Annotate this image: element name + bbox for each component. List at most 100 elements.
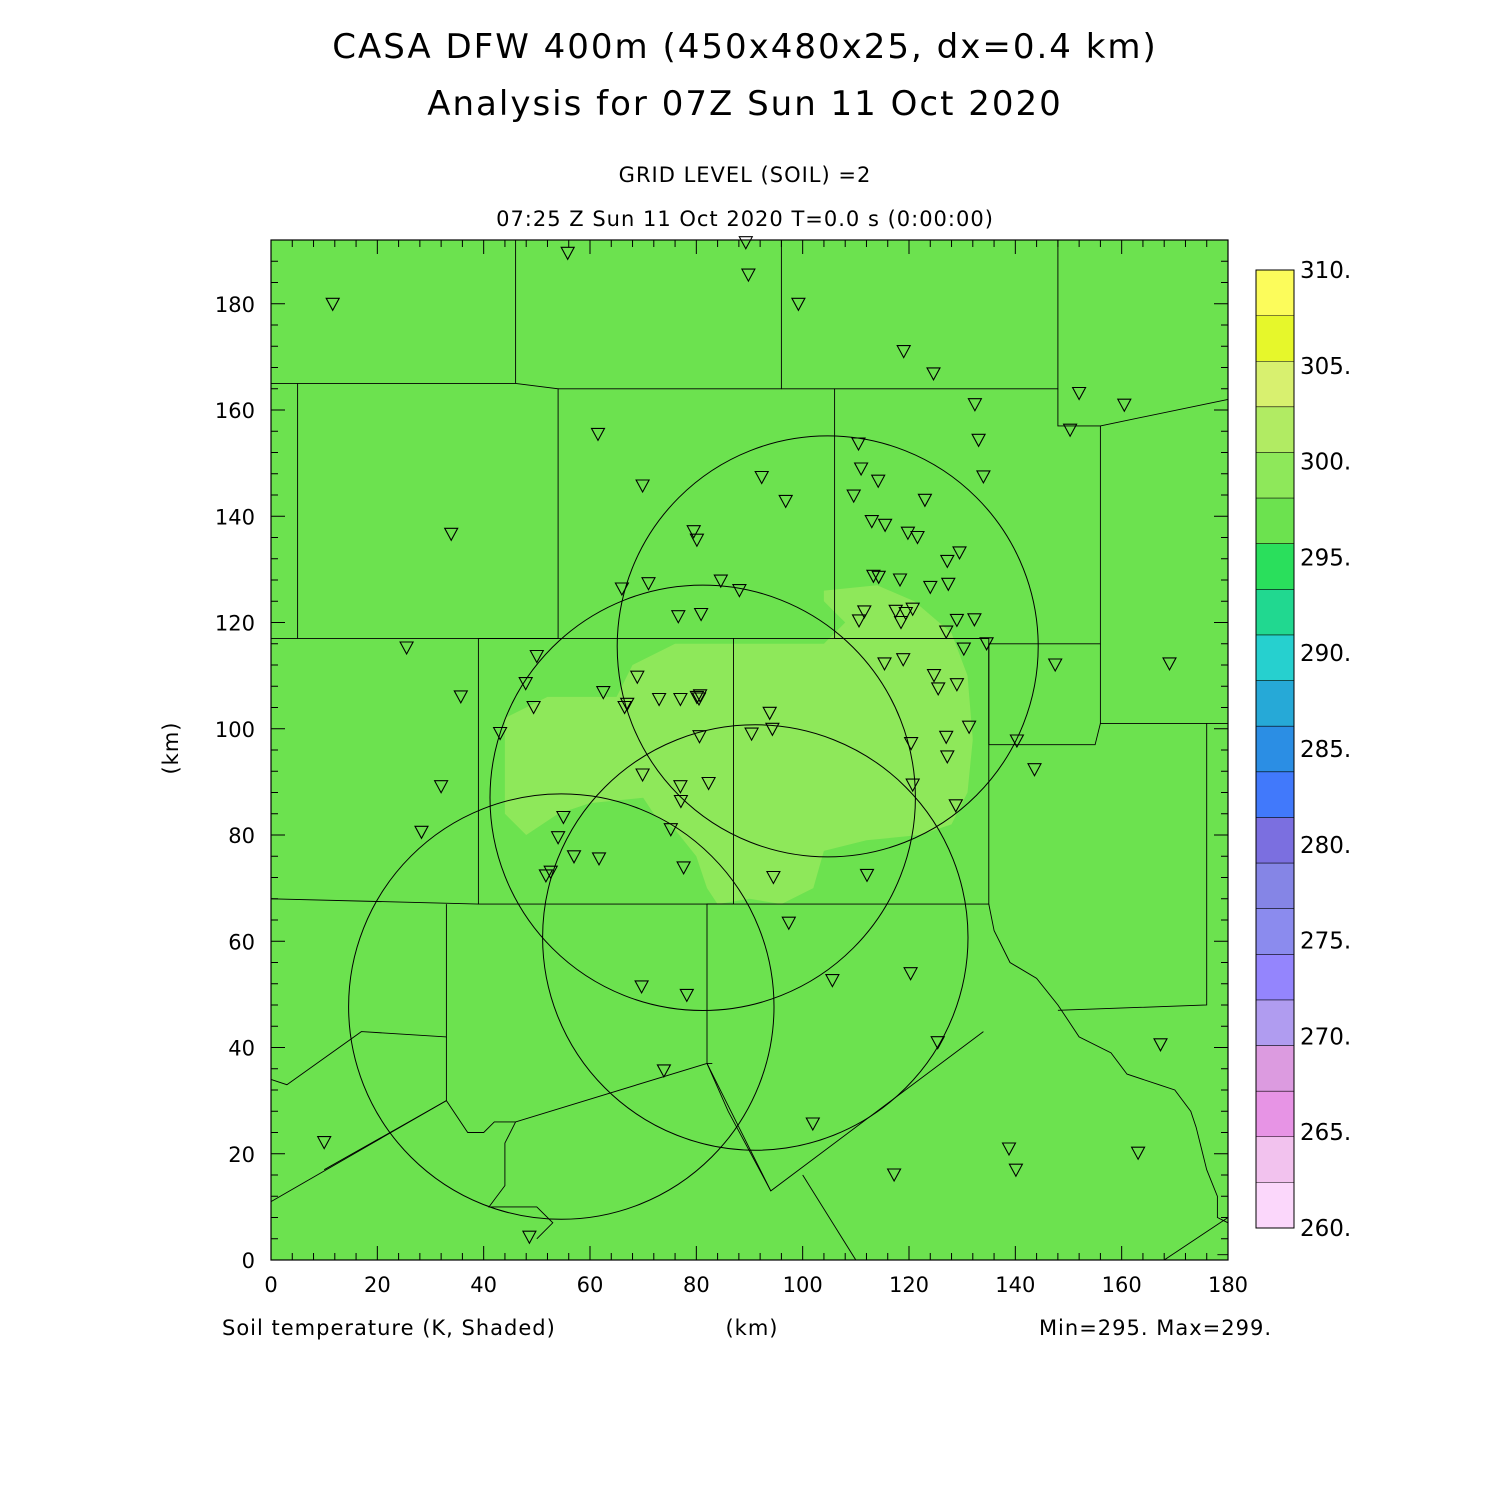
station-marker [903,737,919,751]
county-boundary [988,723,1101,746]
colorbar-label: 285. [1300,737,1351,763]
county-boundary [1163,1217,1229,1261]
station-marker [433,780,449,794]
colorbar-swatch [1256,817,1294,864]
station-marker [870,474,886,489]
y-tick-label: 100 [215,718,255,742]
y-tick-labels: 0 20 40 60 80 100 120 140 160 180 [215,293,255,1273]
station-marker [316,1136,332,1150]
x-tick-label: 140 [995,1273,1035,1297]
y-axis-label: (km) [159,721,183,774]
station-marker [1062,423,1078,438]
station-marker [966,613,982,627]
level-label: GRID LEVEL (SOIL) =2 [619,163,872,187]
station-marker [590,427,606,442]
colorbar-swatch [1256,543,1294,590]
station-marker [1008,1163,1024,1178]
colorbar-swatch [1256,315,1294,362]
colorbar-swatch [1256,452,1294,499]
y-tick-label: 20 [228,1143,255,1167]
colorbar-label: 310. [1300,258,1351,284]
county-boundary [802,1174,857,1261]
radar-range-ring [616,435,1039,858]
station-marker [619,697,635,712]
colorbar-swatch [1256,498,1294,545]
station-marker [651,692,667,707]
station-marker [701,776,717,791]
county-boundary [297,382,559,639]
station-marker [550,831,566,845]
station-marker [691,692,707,707]
station-marker [971,433,987,448]
x-axis-label: (km) [725,1316,778,1340]
station-marker [560,246,576,261]
station-marker [961,720,977,735]
station-marker [948,799,964,813]
station-marker [1047,658,1063,673]
station-marker [765,870,781,885]
station-marker [663,823,679,837]
station-marker [893,615,909,630]
county-boundary [478,637,734,905]
station-marker [979,637,995,651]
station-marker [859,868,875,883]
county-boundary [706,1063,772,1192]
y-tick-label: 80 [228,824,255,848]
station-marker [903,967,919,981]
station-marker [635,768,651,783]
colorbar-label: 265. [1300,1120,1351,1146]
station-marker [641,577,656,591]
colorbar-label: 275. [1300,929,1351,955]
station-marker [689,690,705,705]
station-marker [595,686,611,700]
station-marker [1001,1142,1017,1157]
radar-range-ring [348,793,775,1220]
station-marker [529,649,545,664]
station-marker [453,690,469,705]
station-marker [1071,386,1087,401]
county-boundary [1057,723,1208,1011]
colorbar-swatch [1256,1136,1294,1183]
station-marker [949,678,965,692]
colorbar-swatch [1256,771,1294,818]
station-marker [744,727,760,742]
colorbar-swatch [1256,954,1294,1001]
colorbar-swatch [1256,908,1294,955]
station-marker [805,1117,821,1132]
station-marker [888,604,904,619]
station-marker [673,794,689,809]
colorbar-swatch [1256,1045,1294,1092]
station-marker [886,1168,902,1183]
station-marker [740,268,756,283]
x-tick-label: 160 [1102,1273,1142,1297]
station-marker [1009,734,1025,749]
station-marker [713,574,729,589]
station-marker [938,730,954,745]
station-marker [679,988,695,1003]
y-tick-label: 160 [215,399,255,423]
station-marker [526,700,542,715]
station-marker [634,980,650,995]
colorbar-labels: 260. 265. 270. 275. 280. 285. 290. 295. 300. 305.… [1300,258,1351,1242]
station-marker [693,607,709,622]
chart-subtitle: Analysis for 07Z Sun 11 Oct 2020 [427,84,1063,124]
colorbar-swatch [1256,270,1294,316]
x-tick-label: 180 [1208,1273,1248,1297]
station-marker [566,850,582,864]
station-marker [399,641,415,656]
y-tick-label: 60 [228,930,255,954]
station-marker [617,700,633,715]
colorbar-label: 290. [1300,641,1351,667]
radar-range-ring [542,724,969,1151]
station-marker [790,297,806,312]
colorbar-swatch [1256,1091,1294,1138]
station-marker [871,570,887,585]
station-marker [692,689,708,703]
station-marker [492,726,508,741]
colorbar [1255,269,1295,1229]
colorbar-label: 305. [1300,354,1351,380]
colorbar-swatch [1256,680,1294,727]
colorbar-swatch [1256,634,1294,681]
county-boundary [1100,398,1229,427]
min-max-label: Min=295. Max=299. [1039,1316,1272,1340]
